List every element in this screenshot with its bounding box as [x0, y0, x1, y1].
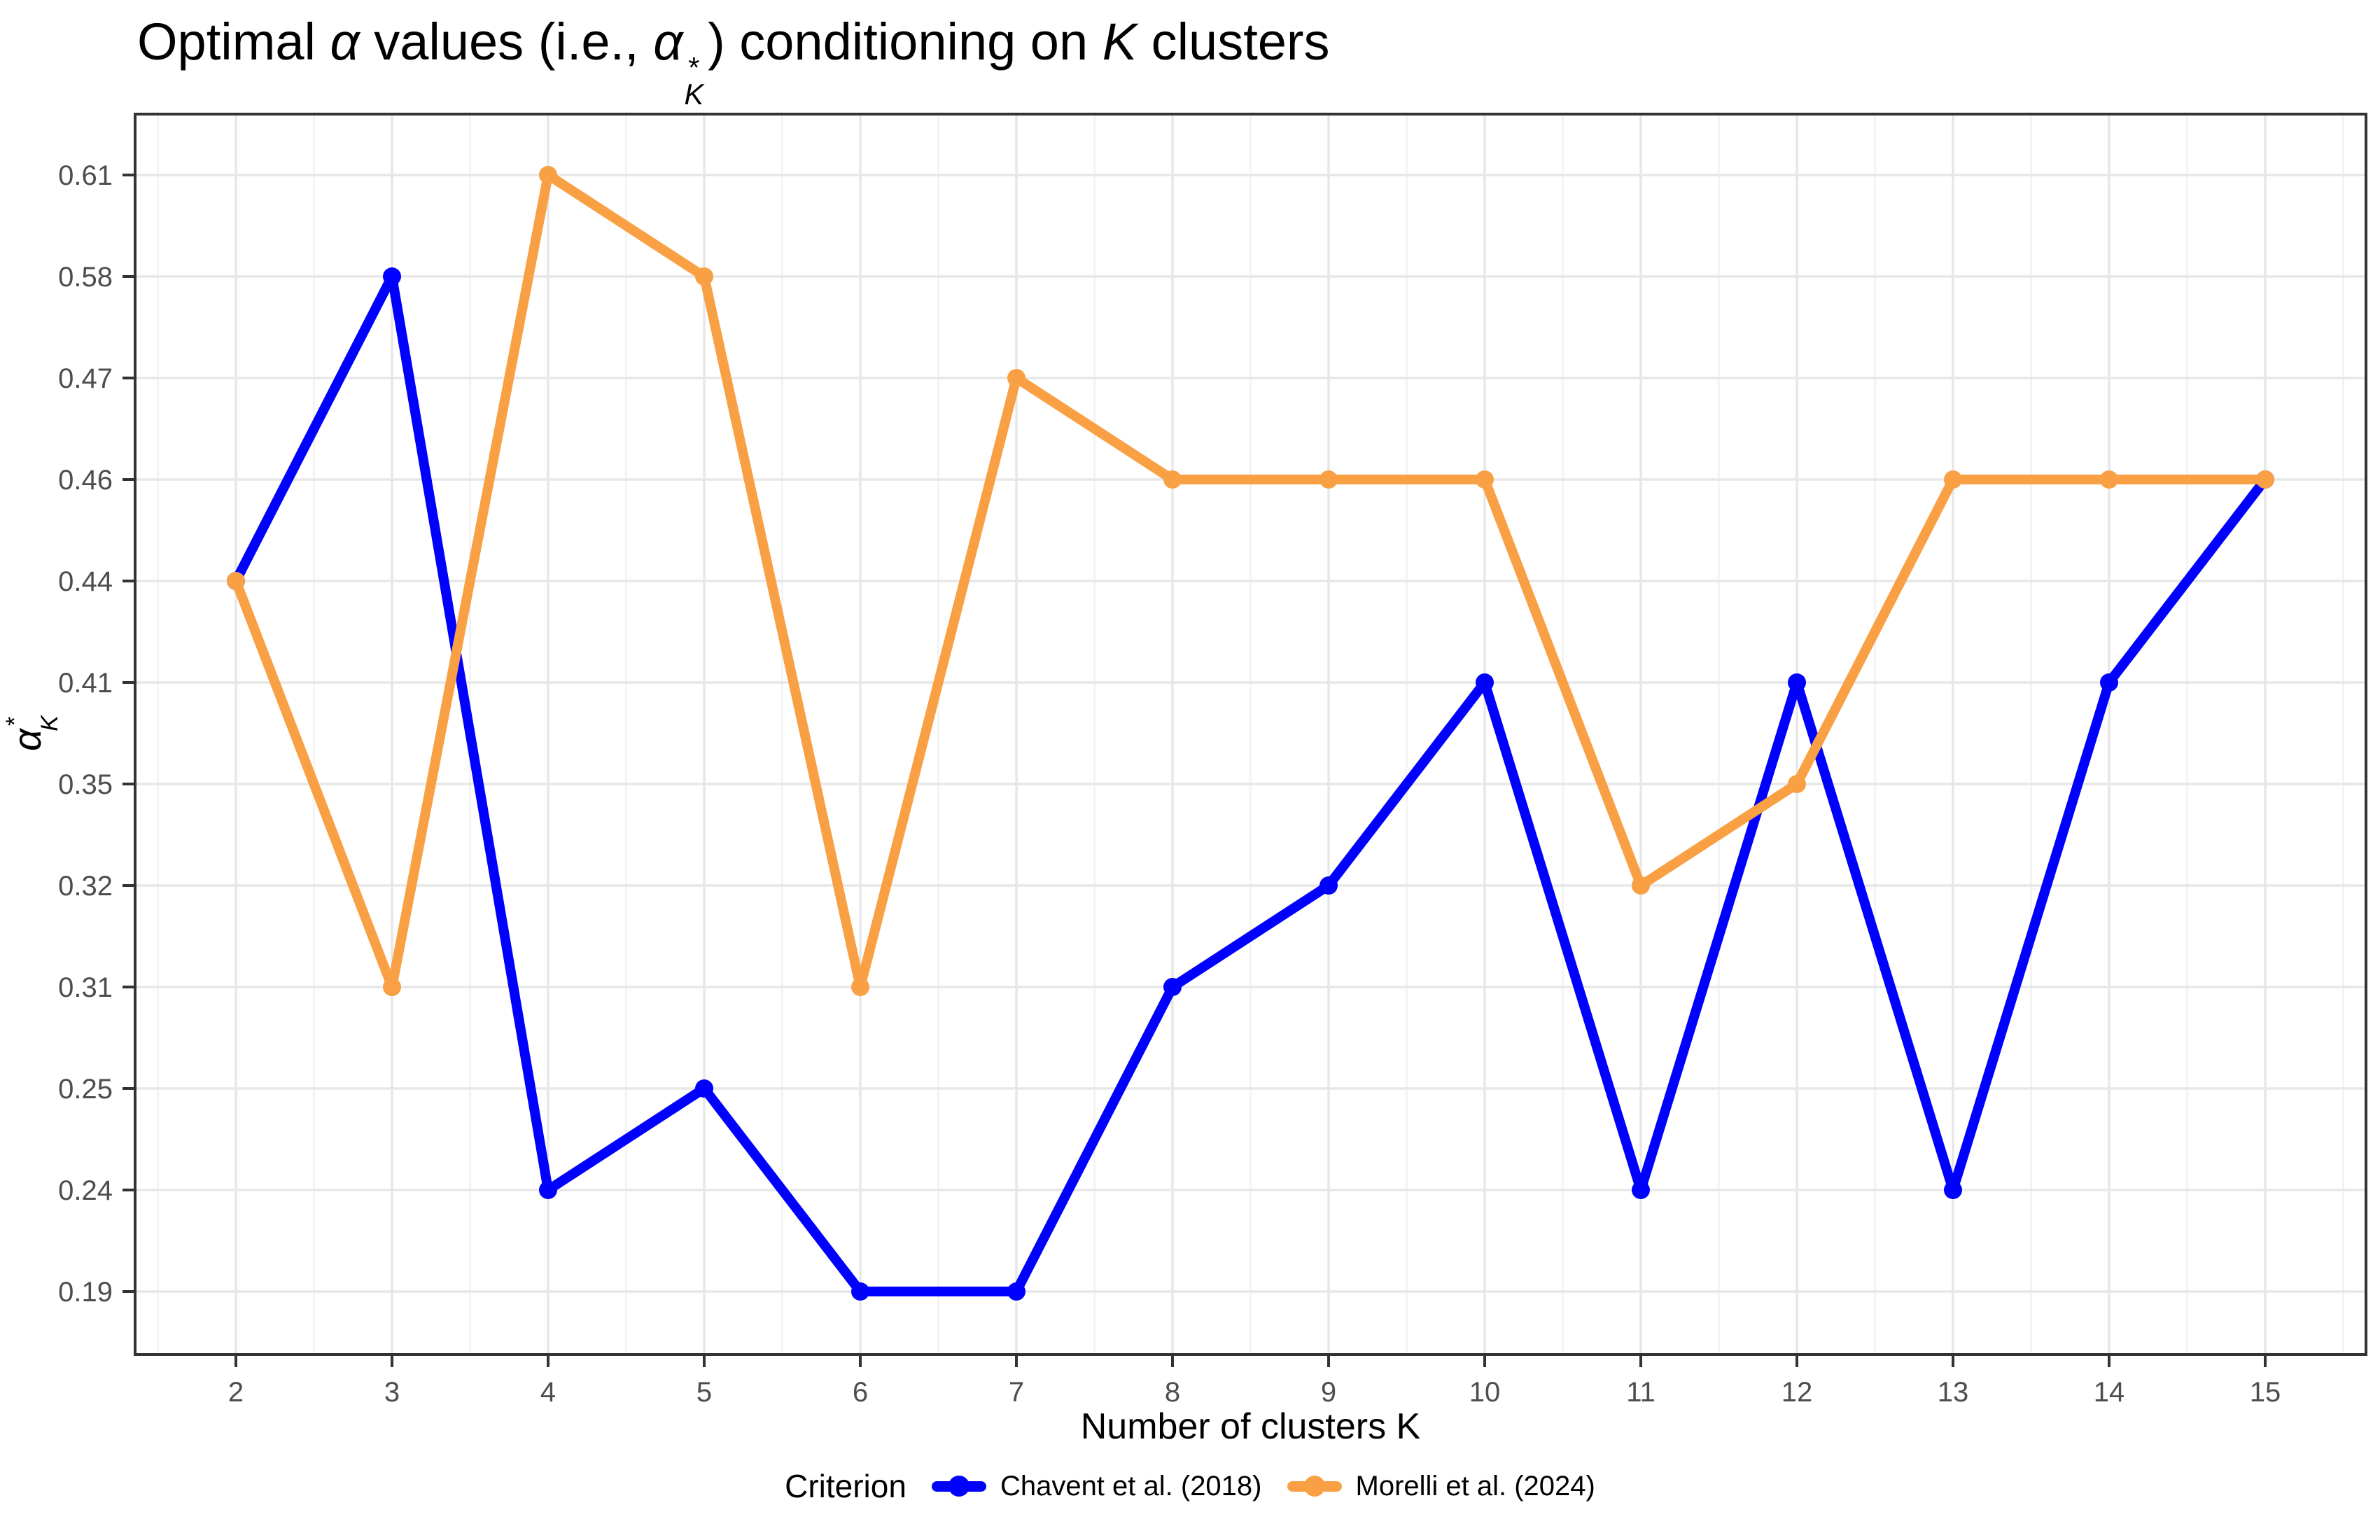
data-point [227, 572, 245, 590]
legend-label-morelli: Morelli et al. (2024) [1355, 1470, 1595, 1502]
data-point [695, 267, 713, 286]
title-text: clusters [1137, 13, 1330, 71]
y-tick-labels: 0.19 0.24 0.25 0.31 0.32 0.35 0.41 0.44 0.46 0.47… [58, 160, 113, 1308]
x-tick-label: 3 [384, 1377, 400, 1408]
x-tick-label: 9 [1321, 1377, 1336, 1408]
data-point [1944, 470, 1962, 489]
x-tick-label: 13 [1938, 1377, 1969, 1408]
x-tick-label: 8 [1165, 1377, 1180, 1408]
x-tick-label: 11 [1626, 1377, 1656, 1408]
data-point [539, 1181, 557, 1199]
x-tick-label: 4 [540, 1377, 556, 1408]
data-point [1320, 876, 1338, 895]
x-axis-title: Number of clusters K [1081, 1406, 1421, 1447]
y-tick-label: 0.46 [58, 465, 113, 496]
x-tick-label: 7 [1009, 1377, 1024, 1408]
axis-ticks [122, 174, 2267, 1367]
data-point [2100, 673, 2118, 692]
data-point [1163, 470, 1182, 489]
x-tick-label: 2 [228, 1377, 244, 1408]
y-tick-label: 0.32 [58, 871, 113, 902]
title-text: values (i.e., [359, 13, 654, 71]
x-tick-label: 5 [696, 1377, 712, 1408]
series-line [231, 170, 2265, 992]
y-tick-label: 0.19 [58, 1277, 113, 1308]
title-superscript: * [688, 50, 700, 84]
y-tick-label: 0.35 [58, 769, 113, 800]
series-chavent [227, 267, 2274, 1301]
legend-key-morelli [1287, 1474, 1342, 1498]
data-point [1476, 673, 1494, 692]
data-point [2100, 470, 2118, 489]
title-text: α [653, 13, 683, 71]
data-point [1788, 673, 1806, 692]
data-point [1788, 775, 1806, 793]
legend-key-point-icon [1303, 1476, 1325, 1497]
x-tick-label: 14 [2094, 1377, 2125, 1408]
x-tick-labels: 2 3 4 5 6 7 8 9 10 11 12 13 14 15 [228, 1377, 2281, 1408]
series-line [231, 272, 2269, 1296]
y-tick-label: 0.47 [58, 363, 113, 394]
title-text: Optimal [137, 13, 330, 71]
legend-item-morelli: Morelli et al. (2024) [1287, 1471, 1595, 1502]
x-tick-label: 6 [853, 1377, 868, 1408]
data-point [695, 1079, 713, 1098]
x-tick-label: 15 [2250, 1377, 2281, 1408]
y-tick-label: 0.58 [58, 262, 113, 293]
legend-key-chavent [931, 1474, 986, 1498]
panel-border [134, 113, 2367, 1356]
title-subsup: * K [684, 50, 704, 111]
legend: Criterion Chavent et al. (2018) Morelli … [0, 1467, 2380, 1505]
y-tick-label: 0.61 [58, 160, 113, 191]
series-morelli [227, 166, 2274, 996]
data-point [851, 978, 869, 996]
data-point [1163, 978, 1182, 996]
x-gridlines-major [234, 114, 2267, 1354]
y-axis-title: α* K [1, 715, 63, 751]
title-subscript: K [684, 77, 704, 111]
y-tick-label: 0.25 [58, 1074, 113, 1105]
title-text: K [1102, 13, 1138, 71]
data-point [1632, 1181, 1650, 1199]
legend-key-point-icon [948, 1476, 969, 1497]
data-point [1320, 470, 1338, 489]
legend-label-chavent: Chavent et al. (2018) [1000, 1470, 1262, 1502]
legend-item-chavent: Chavent et al. (2018) [931, 1470, 1262, 1502]
x-tick-label: 10 [1469, 1377, 1501, 1408]
data-point [1944, 1181, 1962, 1199]
data-point [851, 1282, 869, 1301]
data-point [1632, 876, 1650, 895]
data-point [1476, 470, 1494, 489]
data-point [539, 166, 557, 184]
data-point [383, 267, 401, 286]
data-point [1007, 1282, 1026, 1301]
y-tick-label: 0.24 [58, 1175, 113, 1206]
y-tick-label: 0.44 [58, 566, 113, 597]
data-point [1007, 369, 1026, 387]
x-gridlines-minor [157, 114, 2344, 1354]
legend-title: Criterion [785, 1468, 906, 1504]
y-tick-label: 0.31 [58, 972, 113, 1003]
title-text: α [330, 13, 360, 71]
x-tick-label: 12 [1782, 1377, 1813, 1408]
data-point [383, 978, 401, 996]
title-text: ) conditioning on [708, 13, 1102, 71]
chart-title: Optimal α values (i.e., α * K) conditionin… [137, 10, 1330, 108]
y-tick-label: 0.41 [58, 668, 113, 699]
data-point [2256, 470, 2274, 489]
